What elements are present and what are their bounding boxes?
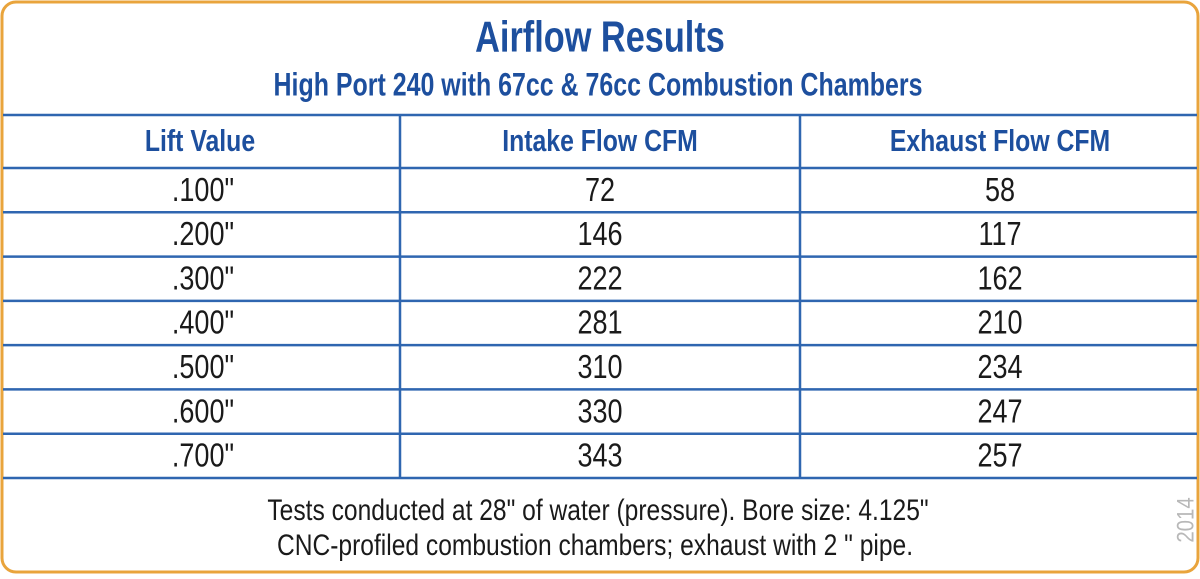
table-cell: 310 bbox=[577, 350, 622, 386]
table-cell: 343 bbox=[577, 438, 622, 474]
table-cell: 146 bbox=[577, 217, 622, 253]
table-lines bbox=[3, 113, 1197, 480]
table-cell: 281 bbox=[577, 305, 622, 341]
table-cell: .600" bbox=[172, 394, 234, 430]
table-cell: .500" bbox=[172, 350, 234, 386]
year-mark: 2014 bbox=[1172, 497, 1199, 542]
table-cell: 330 bbox=[577, 394, 622, 430]
subtitle: High Port 240 with 67cc & 76cc Combustio… bbox=[274, 68, 923, 104]
table-cell: 58 bbox=[985, 172, 1015, 208]
column-header: Exhaust Flow CFM bbox=[890, 124, 1110, 158]
column-header: Intake Flow CFM bbox=[502, 124, 698, 158]
table-cell: .200" bbox=[172, 217, 234, 253]
table-cell: .300" bbox=[172, 261, 234, 297]
title: Airflow Results bbox=[475, 13, 725, 62]
table-cell: 234 bbox=[977, 350, 1022, 386]
table-cell: 222 bbox=[577, 261, 622, 297]
footer-note: CNC-profiled combustion chambers; exhaus… bbox=[277, 528, 913, 562]
table-cell: 117 bbox=[978, 217, 1021, 253]
table-cell: 257 bbox=[977, 438, 1022, 474]
footer-note: Tests conducted at 28" of water (pressur… bbox=[267, 493, 928, 527]
table-cell: .100" bbox=[172, 172, 234, 208]
column-header: Lift Value bbox=[145, 124, 255, 158]
table-cell: 162 bbox=[977, 261, 1022, 297]
table-cell: 247 bbox=[977, 394, 1022, 430]
table-cell: .400" bbox=[172, 305, 234, 341]
table-cell: 72 bbox=[585, 172, 615, 208]
table-cell: 210 bbox=[977, 305, 1022, 341]
table-cell: .700" bbox=[172, 438, 234, 474]
